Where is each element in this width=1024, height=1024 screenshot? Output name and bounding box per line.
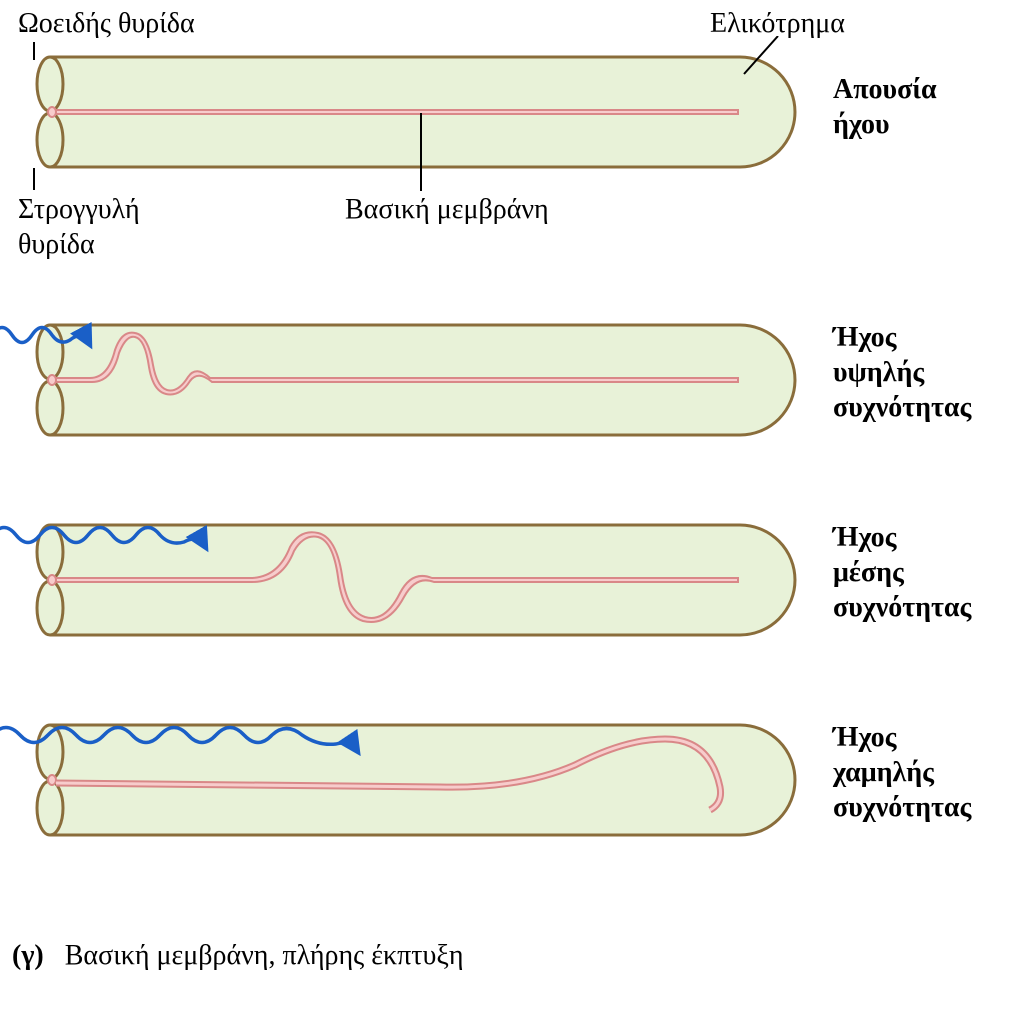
label-basilar-membrane: Βασική μεμβράνη [345, 192, 549, 227]
leader-oval [33, 42, 35, 60]
panel-no-sound [20, 47, 810, 177]
caption-prefix: (γ) [12, 940, 44, 971]
label-round-window: Στρογγυλή θυρίδα [18, 192, 140, 262]
leader-helicotrema [742, 36, 822, 81]
label-high-freq: Ήχος υψηλής συχνότητας [833, 320, 971, 425]
leader-round [33, 168, 35, 190]
label-no-sound: Απουσία ήχου [833, 72, 937, 142]
leader-basilar [420, 113, 422, 191]
sound-wave-mid [0, 500, 252, 570]
sound-wave-high [0, 300, 152, 370]
caption: (γ) Βασική μεμβράνη, πλήρης έκπτυξη [12, 938, 464, 973]
sound-wave-low [0, 700, 392, 770]
label-oval-window: Ωοειδής θυρίδα [18, 6, 195, 41]
label-low-freq: Ήχος χαμηλής συχνότητας [833, 720, 971, 825]
label-mid-freq: Ήχος μέσης συχνότητας [833, 520, 971, 625]
caption-text: Βασική μεμβράνη, πλήρης έκπτυξη [65, 940, 464, 971]
